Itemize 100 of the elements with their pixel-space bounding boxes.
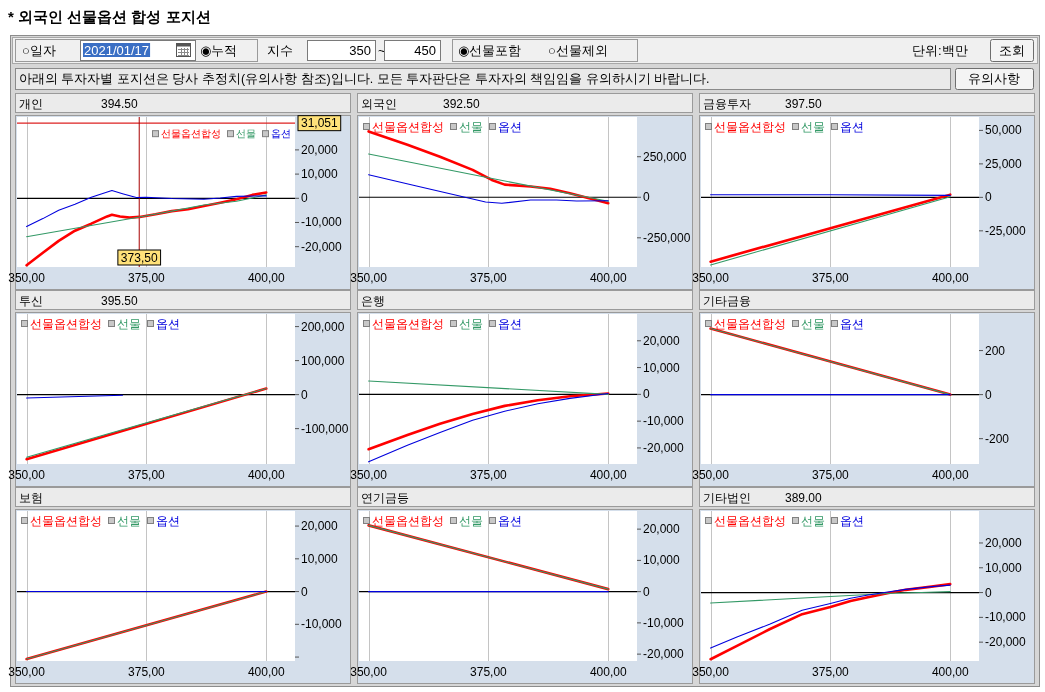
y-tick-label: -20,000	[643, 440, 685, 455]
y-tick-label: 250,000	[643, 149, 687, 164]
y-tick-label: 200	[985, 343, 1006, 358]
chart-title: 기타금융	[703, 293, 751, 308]
legend: 선물옵션합성 선물 옵션	[363, 119, 522, 134]
chart-title: 외국인	[361, 96, 397, 111]
x-tick-label: 400,00	[589, 271, 627, 285]
legend: 선물옵션합성 선물 옵션	[21, 513, 180, 528]
y-tick-label: 10,000	[643, 553, 681, 568]
text: 지수	[267, 42, 293, 58]
chart-title: 은행	[361, 293, 385, 308]
chart-title: 보험	[19, 490, 43, 505]
series-label: 선물옵션합성	[372, 119, 444, 134]
chart-subtitle: 395.50	[101, 293, 139, 308]
x-tick-label: 400,00	[931, 468, 969, 482]
x-tick-label: 400,00	[247, 665, 285, 679]
x-tick-label: 350,00	[350, 665, 388, 679]
x-tick-label: 400,00	[247, 468, 285, 482]
y-tick-label: 20,000	[985, 535, 1023, 550]
series-label: 선물	[459, 513, 483, 528]
y-tick-label: 0	[301, 584, 308, 599]
chart-title: 투신	[19, 293, 43, 308]
y-tick-label: 0	[643, 387, 650, 402]
y-tick-label: -200	[985, 431, 1010, 446]
y-tick-label: 10,000	[301, 167, 339, 182]
y-tick-label: -250,000	[643, 230, 691, 245]
chart-title: 개인	[19, 96, 43, 111]
chart-title: 연기금등	[361, 490, 409, 505]
series-label: 선물옵션합성	[372, 513, 444, 528]
text: 단위:백만	[912, 42, 968, 58]
text: 조회	[998, 42, 1025, 58]
series-label: 선물	[801, 316, 825, 331]
chart-title: 기타법인	[703, 490, 751, 505]
x-tick-label: 375,00	[470, 271, 508, 285]
legend: 선물옵션합성 선물 옵션	[152, 128, 291, 140]
y-tick-label: 100,000	[301, 353, 345, 368]
chart-subtitle: 394.50	[101, 96, 139, 111]
y-tick-label: -20,000	[643, 647, 685, 662]
text: 350	[349, 42, 371, 58]
x-tick-label: 400,00	[931, 271, 969, 285]
x-tick-label: 350,00	[8, 665, 46, 679]
y-tick-label: -10,000	[643, 414, 685, 429]
text: 450	[414, 42, 436, 58]
chart-subtitle: 392.50	[443, 96, 481, 111]
y-tick-label: -10,000	[985, 610, 1027, 625]
x-tick-label: 375,00	[812, 468, 850, 482]
text: ◉선물포함	[458, 42, 522, 58]
ref-line-label: 373,50	[120, 250, 158, 265]
x-tick-label: 400,00	[589, 468, 627, 482]
y-tick-label: -25,000	[985, 223, 1027, 238]
x-tick-label: 400,00	[931, 665, 969, 679]
x-tick-label: 375,00	[812, 665, 850, 679]
y-tick-label: -10,000	[301, 617, 343, 632]
y-tick-label: 0	[985, 190, 992, 205]
x-tick-label: 400,00	[247, 271, 285, 285]
x-tick-label: 375,00	[128, 665, 166, 679]
text: ○선물제외	[548, 42, 608, 58]
y-tick-label: 0	[301, 191, 308, 206]
chart-subtitle: 389.00	[785, 490, 823, 505]
y-tick-label: 25,000	[985, 156, 1023, 171]
y-tick-label: 0	[301, 387, 308, 402]
x-tick-label: 375,00	[470, 665, 508, 679]
x-tick-label: 400,00	[589, 665, 627, 679]
legend: 선물옵션합성 선물 옵션	[21, 316, 180, 331]
legend: 선물옵션합성 선물 옵션	[363, 316, 522, 331]
legend: 선물옵션합성 선물 옵션	[705, 316, 864, 331]
chart-title: 금융투자	[703, 96, 751, 111]
x-tick-label: 375,00	[470, 468, 508, 482]
x-tick-label: 375,00	[128, 468, 166, 482]
x-tick-label: 350,00	[692, 665, 730, 679]
y-tick-label: 10,000	[985, 560, 1023, 575]
legend: 선물옵션합성 선물 옵션	[705, 119, 864, 134]
y-tick-label: 10,000	[643, 360, 681, 375]
y-tick-label: 0	[985, 387, 992, 402]
x-tick-label: 375,00	[812, 271, 850, 285]
y-tick-label: -20,000	[301, 239, 343, 254]
chart-subtitle: 397.50	[785, 96, 823, 111]
series-label: 선물옵션합성	[714, 316, 786, 331]
x-tick-label: 350,00	[8, 468, 46, 482]
y-tick-label: 20,000	[643, 522, 681, 537]
y-tick-label: 20,000	[643, 333, 681, 348]
text: 아래의 투자자별 포지션은 당사 추정치(유의사항 참조)입니다. 모든 투자판단은 투자자의 책임임을 유의하시기 바랍니다.	[19, 71, 710, 86]
x-tick-label: 375,00	[128, 271, 166, 285]
y-tick-label: 50,000	[985, 123, 1023, 138]
y-tick-label: 0	[985, 585, 992, 600]
legend: 선물옵션합성 선물 옵션	[705, 513, 864, 528]
text: 2021/01/17	[84, 42, 150, 58]
y-tick-label: 200,000	[301, 319, 345, 334]
y-tick-label: -20,000	[985, 635, 1027, 650]
x-tick-label: 350,00	[692, 271, 730, 285]
ref-line-label: 31,051	[301, 116, 339, 131]
y-tick-label: 0	[643, 584, 650, 599]
y-tick-label: -100,000	[301, 421, 349, 436]
x-tick-label: 350,00	[350, 271, 388, 285]
text: * 외국인 선물옵션 합성 포지션	[8, 7, 211, 25]
y-tick-label: 20,000	[301, 142, 339, 157]
y-tick-label: 10,000	[301, 551, 339, 566]
text: ○일자	[22, 42, 56, 58]
legend: 선물옵션합성 선물 옵션	[363, 513, 522, 528]
text: ◉누적	[200, 42, 238, 58]
